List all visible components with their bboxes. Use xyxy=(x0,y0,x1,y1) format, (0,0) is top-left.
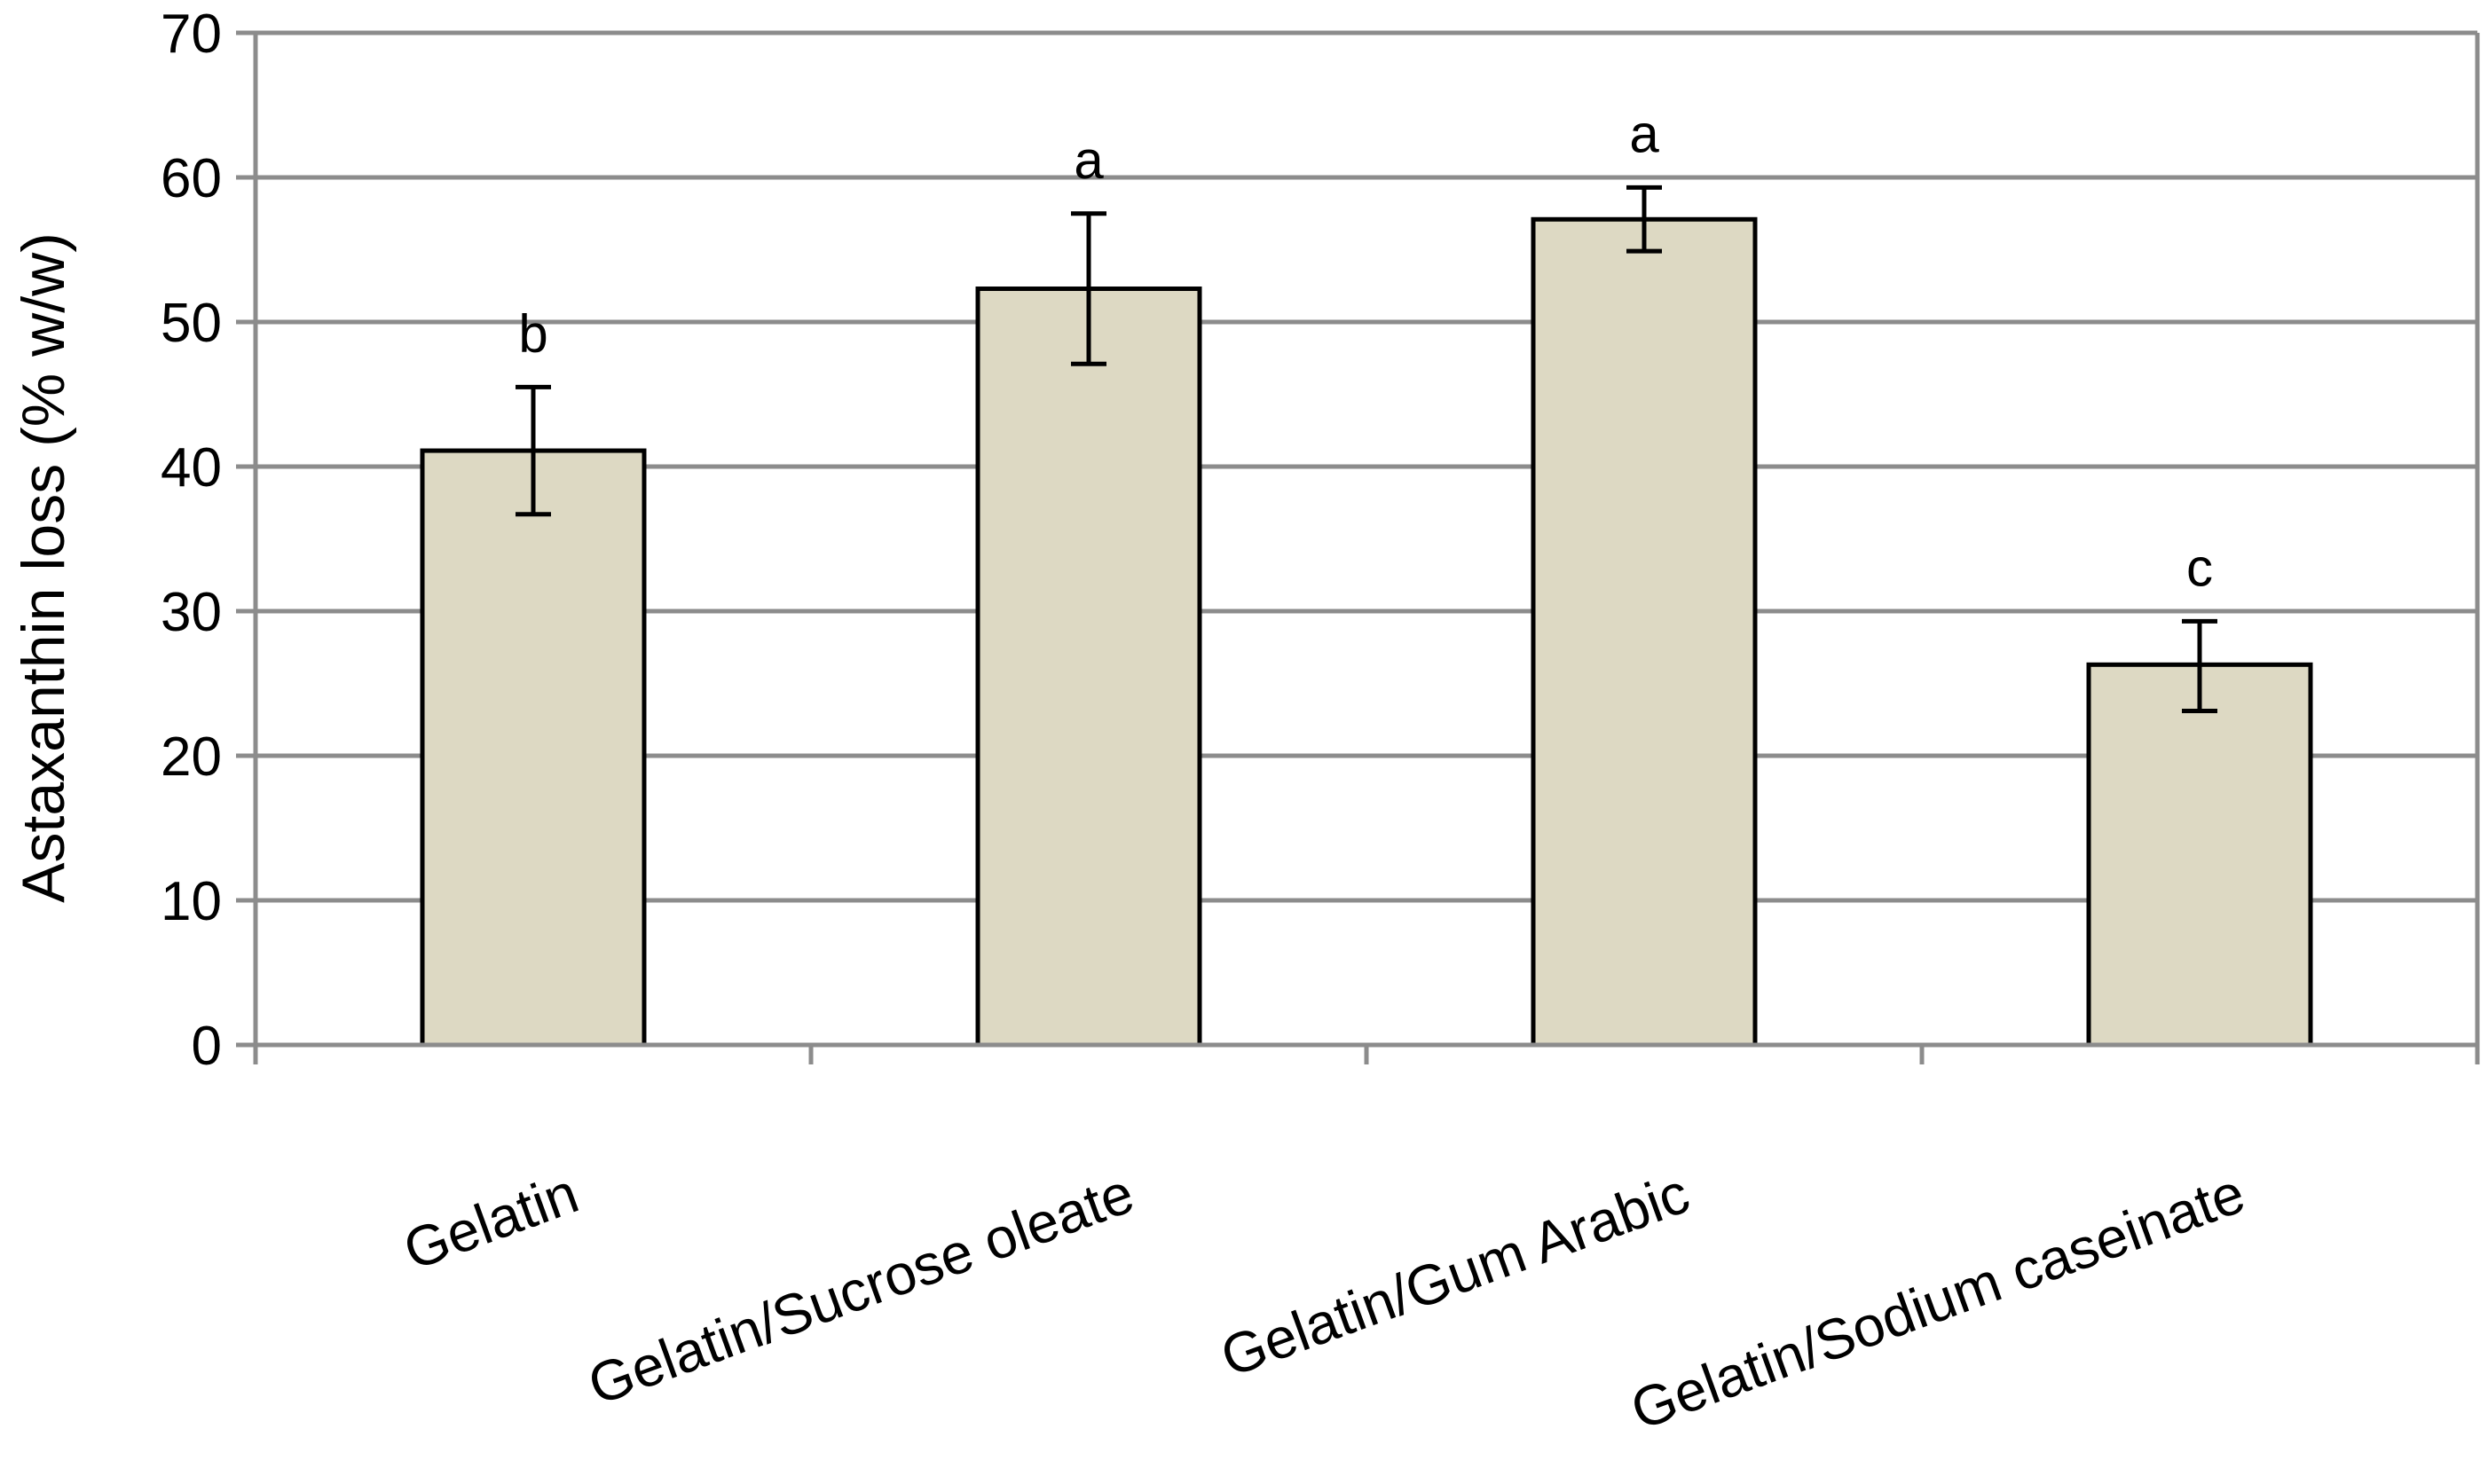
x-category-label: Gelatin/Gum Arabic xyxy=(1213,1160,1697,1388)
x-category-label: Gelatin xyxy=(396,1160,587,1282)
significance-letter: c xyxy=(2186,538,2213,597)
y-tick-label: 60 xyxy=(161,148,222,209)
y-tick-label: 70 xyxy=(161,4,222,65)
y-tick-label: 10 xyxy=(161,871,222,932)
y-tick-label: 50 xyxy=(161,293,222,354)
x-category-label: Gelatin/Sodium caseinate xyxy=(1623,1160,2253,1441)
bar xyxy=(975,287,1202,1048)
axes xyxy=(236,30,2480,1064)
x-category-label: Gelatin/Sucrose oleate xyxy=(580,1160,1142,1417)
y-tick-label: 0 xyxy=(192,1016,222,1077)
y-tick-label: 30 xyxy=(161,582,222,643)
significance-letter: a xyxy=(1074,130,1104,190)
significance-letter: a xyxy=(1629,104,1659,163)
y-tick-label: 20 xyxy=(161,726,222,788)
bar xyxy=(1531,216,1758,1048)
y-tick-label: 40 xyxy=(161,437,222,499)
y-axis-title: Astaxanthin loss (% w/w) xyxy=(10,232,77,903)
significance-letter: b xyxy=(518,303,547,363)
bar xyxy=(420,448,647,1048)
bars xyxy=(420,185,2313,1048)
bar xyxy=(2086,662,2313,1048)
